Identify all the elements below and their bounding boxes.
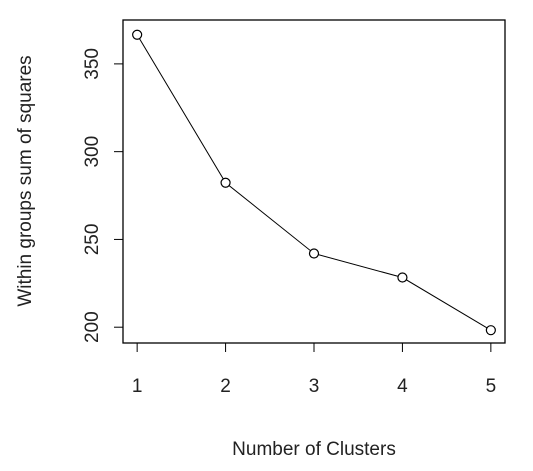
y-tick-label: 300 xyxy=(82,136,103,168)
point xyxy=(397,272,408,283)
y-tick-label: 350 xyxy=(82,48,103,80)
y-tick-label: 200 xyxy=(82,311,103,343)
x-tick-label: 3 xyxy=(309,376,320,397)
x-tick-label: 5 xyxy=(486,376,497,397)
point xyxy=(485,325,496,336)
line xyxy=(136,34,492,331)
x-axis-title: Number of Clusters xyxy=(232,439,396,460)
plot-frame xyxy=(122,19,506,344)
point xyxy=(308,248,320,259)
x-tick-label: 4 xyxy=(397,376,408,397)
point xyxy=(132,29,143,40)
y-axis-title: Within groups sum of squares xyxy=(15,55,36,306)
y-tick-label: 250 xyxy=(82,224,103,256)
point xyxy=(220,177,231,188)
x-tick-label: 1 xyxy=(132,376,143,397)
x-tick-label: 2 xyxy=(220,376,231,397)
